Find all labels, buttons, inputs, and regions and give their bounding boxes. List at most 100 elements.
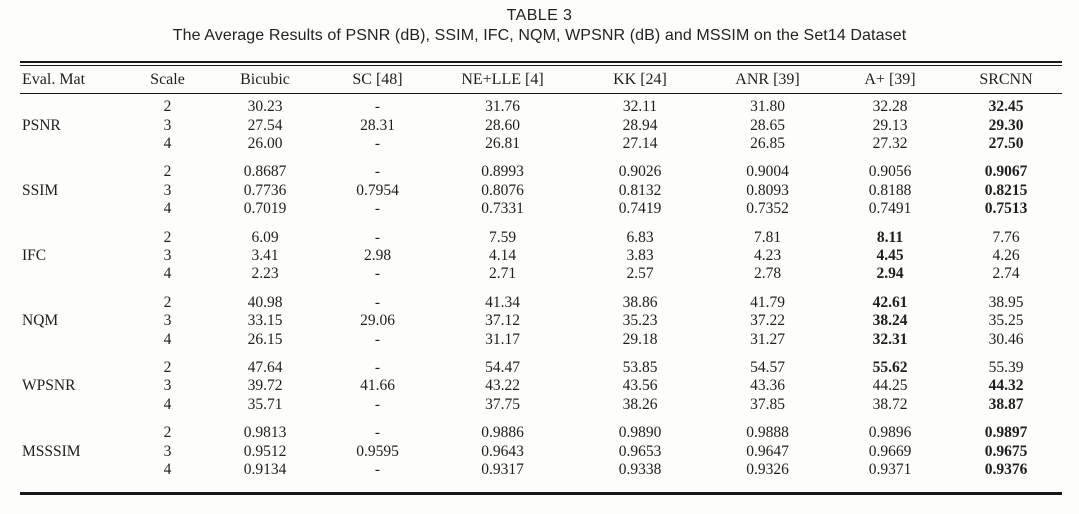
result-value: - [374,163,381,181]
result-value: 55.62 [872,359,908,377]
result-value: 0.7736 [243,181,287,199]
table-row: 2 0.8687 - 0.8993 0.9026 0.9004 0.9056 0.9067 [20,153,1062,181]
result-value: 38.24 [872,312,908,330]
result-value: 35.25 [988,312,1024,330]
result-value: 54.57 [750,359,785,377]
result-value: 27.14 [622,135,658,152]
column-header-a-39: A+ [39] [830,66,950,95]
result-value: 0.8993 [481,163,524,181]
table-row: WPSNR 3 39.72 41.66 43.22 43.56 43.36 44.25 44.3… [20,377,1062,395]
result-value: 3.41 [251,247,279,265]
column-header-srcnn: SRCNN [950,66,1062,95]
result-value: 41.34 [485,293,520,311]
result-value: 54.47 [485,359,520,377]
result-value: 32.11 [622,98,658,116]
result-value: 29.18 [622,330,658,348]
result-value: - [374,228,381,246]
metric-label: PSNR [22,116,61,134]
result-value: 43.22 [485,377,520,395]
result-value: 2.57 [626,265,654,283]
scale-value: 2 [163,424,172,442]
result-value: 6.09 [251,228,279,246]
result-value: 28.65 [750,116,785,134]
scale-value: 3 [163,377,172,395]
scale-value: 3 [163,312,172,330]
result-value: - [374,461,381,479]
result-value: 32.28 [872,98,908,116]
result-value: 0.9326 [746,461,789,479]
result-value: 31.80 [750,98,785,116]
result-value: 0.8687 [243,163,287,181]
scale-value: 4 [163,135,172,152]
result-value: 4.23 [753,247,782,265]
metric-label [20,414,130,442]
metric-label [20,200,130,218]
table-row: 4 26.15 - 31.17 29.18 31.27 32.31 30.46 [20,331,1062,349]
scale-value: 2 [163,98,172,116]
result-value: 0.9653 [618,442,662,460]
result-value: 43.36 [750,377,785,395]
scale-value: 2 [163,293,172,311]
result-value: 0.7954 [356,181,399,199]
result-value: 43.56 [622,377,658,395]
result-value: 44.32 [988,377,1024,395]
result-value: - [374,200,381,218]
result-value: 0.9675 [984,442,1028,460]
table-caption: The Average Results of PSNR (dB), SSIM, … [172,27,907,44]
result-value: 4.45 [876,247,904,265]
result-value: 40.98 [247,293,283,311]
column-header-eval-mat: Eval. Mat [20,66,130,95]
result-value: 42.61 [872,293,908,311]
bottom-rule [20,491,1062,495]
result-value: 27.32 [872,135,908,152]
top-double-rule [20,61,1062,67]
result-value: 0.9669 [868,442,912,460]
column-header-ne-lle-4: NE+LLE [4] [430,66,575,95]
header-row: Eval. Mat Scale Bicubic SC [48] NE+LLE [4] KK… [20,66,1062,95]
result-value: 44.25 [872,377,908,395]
metric-label [20,94,130,117]
scale-value: 4 [163,330,172,348]
table-row: SSIM 3 0.7736 0.7954 0.8076 0.8132 0.8093 0.818… [20,182,1062,200]
scale-value: 4 [163,461,172,479]
result-value: 0.7491 [868,200,912,218]
table-row: PSNR 3 27.54 28.31 28.60 28.94 28.65 29.13 29.30 [20,117,1062,135]
table-row: 4 35.71 - 37.75 38.26 37.85 38.72 38.87 [20,396,1062,414]
result-value: - [374,330,381,348]
scale-value: 4 [163,200,172,218]
result-value: 0.9897 [984,424,1028,442]
result-value: 31.27 [750,330,785,348]
result-value: 0.9896 [868,424,912,442]
result-value: 31.76 [485,98,520,116]
table-row: NQM 3 33.15 29.06 37.12 35.23 37.22 38.24 35.25 [20,312,1062,330]
result-value: 0.9888 [746,424,789,442]
result-value: 0.9067 [984,163,1028,181]
result-value: 0.8188 [868,181,912,199]
result-value: 31.17 [485,330,520,348]
result-value: - [374,395,381,413]
table-row: 2 6.09 - 7.59 6.83 7.81 8.11 7.76 [20,219,1062,247]
result-value: - [374,359,381,377]
scale-value: 3 [163,181,172,199]
result-value: 0.8093 [746,181,789,199]
results-table: Eval. Mat Scale Bicubic SC [48] NE+LLE [4] KK… [20,61,1062,495]
result-value: 0.7419 [618,200,662,218]
result-value: 0.7352 [746,200,789,218]
result-value: 3.83 [626,247,654,265]
metric-label [20,219,130,247]
result-value: 30.23 [247,98,283,116]
result-value: 0.9886 [481,424,524,442]
metric-label [20,331,130,349]
result-value: 0.9376 [984,461,1028,479]
column-header-sc-48: SC [48] [325,66,430,95]
scale-value: 3 [163,116,172,134]
table-row: 4 26.00 - 26.81 27.14 26.85 27.32 27.50 [20,135,1062,153]
result-value: 0.8076 [481,181,524,199]
result-value: 0.8132 [618,181,662,199]
result-value: 0.9647 [746,442,789,460]
result-value: 30.46 [988,330,1024,348]
table-row: 2 40.98 - 41.34 38.86 41.79 42.61 38.95 [20,284,1062,312]
results-table-grid: Eval. Mat Scale Bicubic SC [48] NE+LLE [4] KK… [20,66,1062,479]
result-value: 0.9056 [868,163,912,181]
result-value: - [374,135,381,152]
